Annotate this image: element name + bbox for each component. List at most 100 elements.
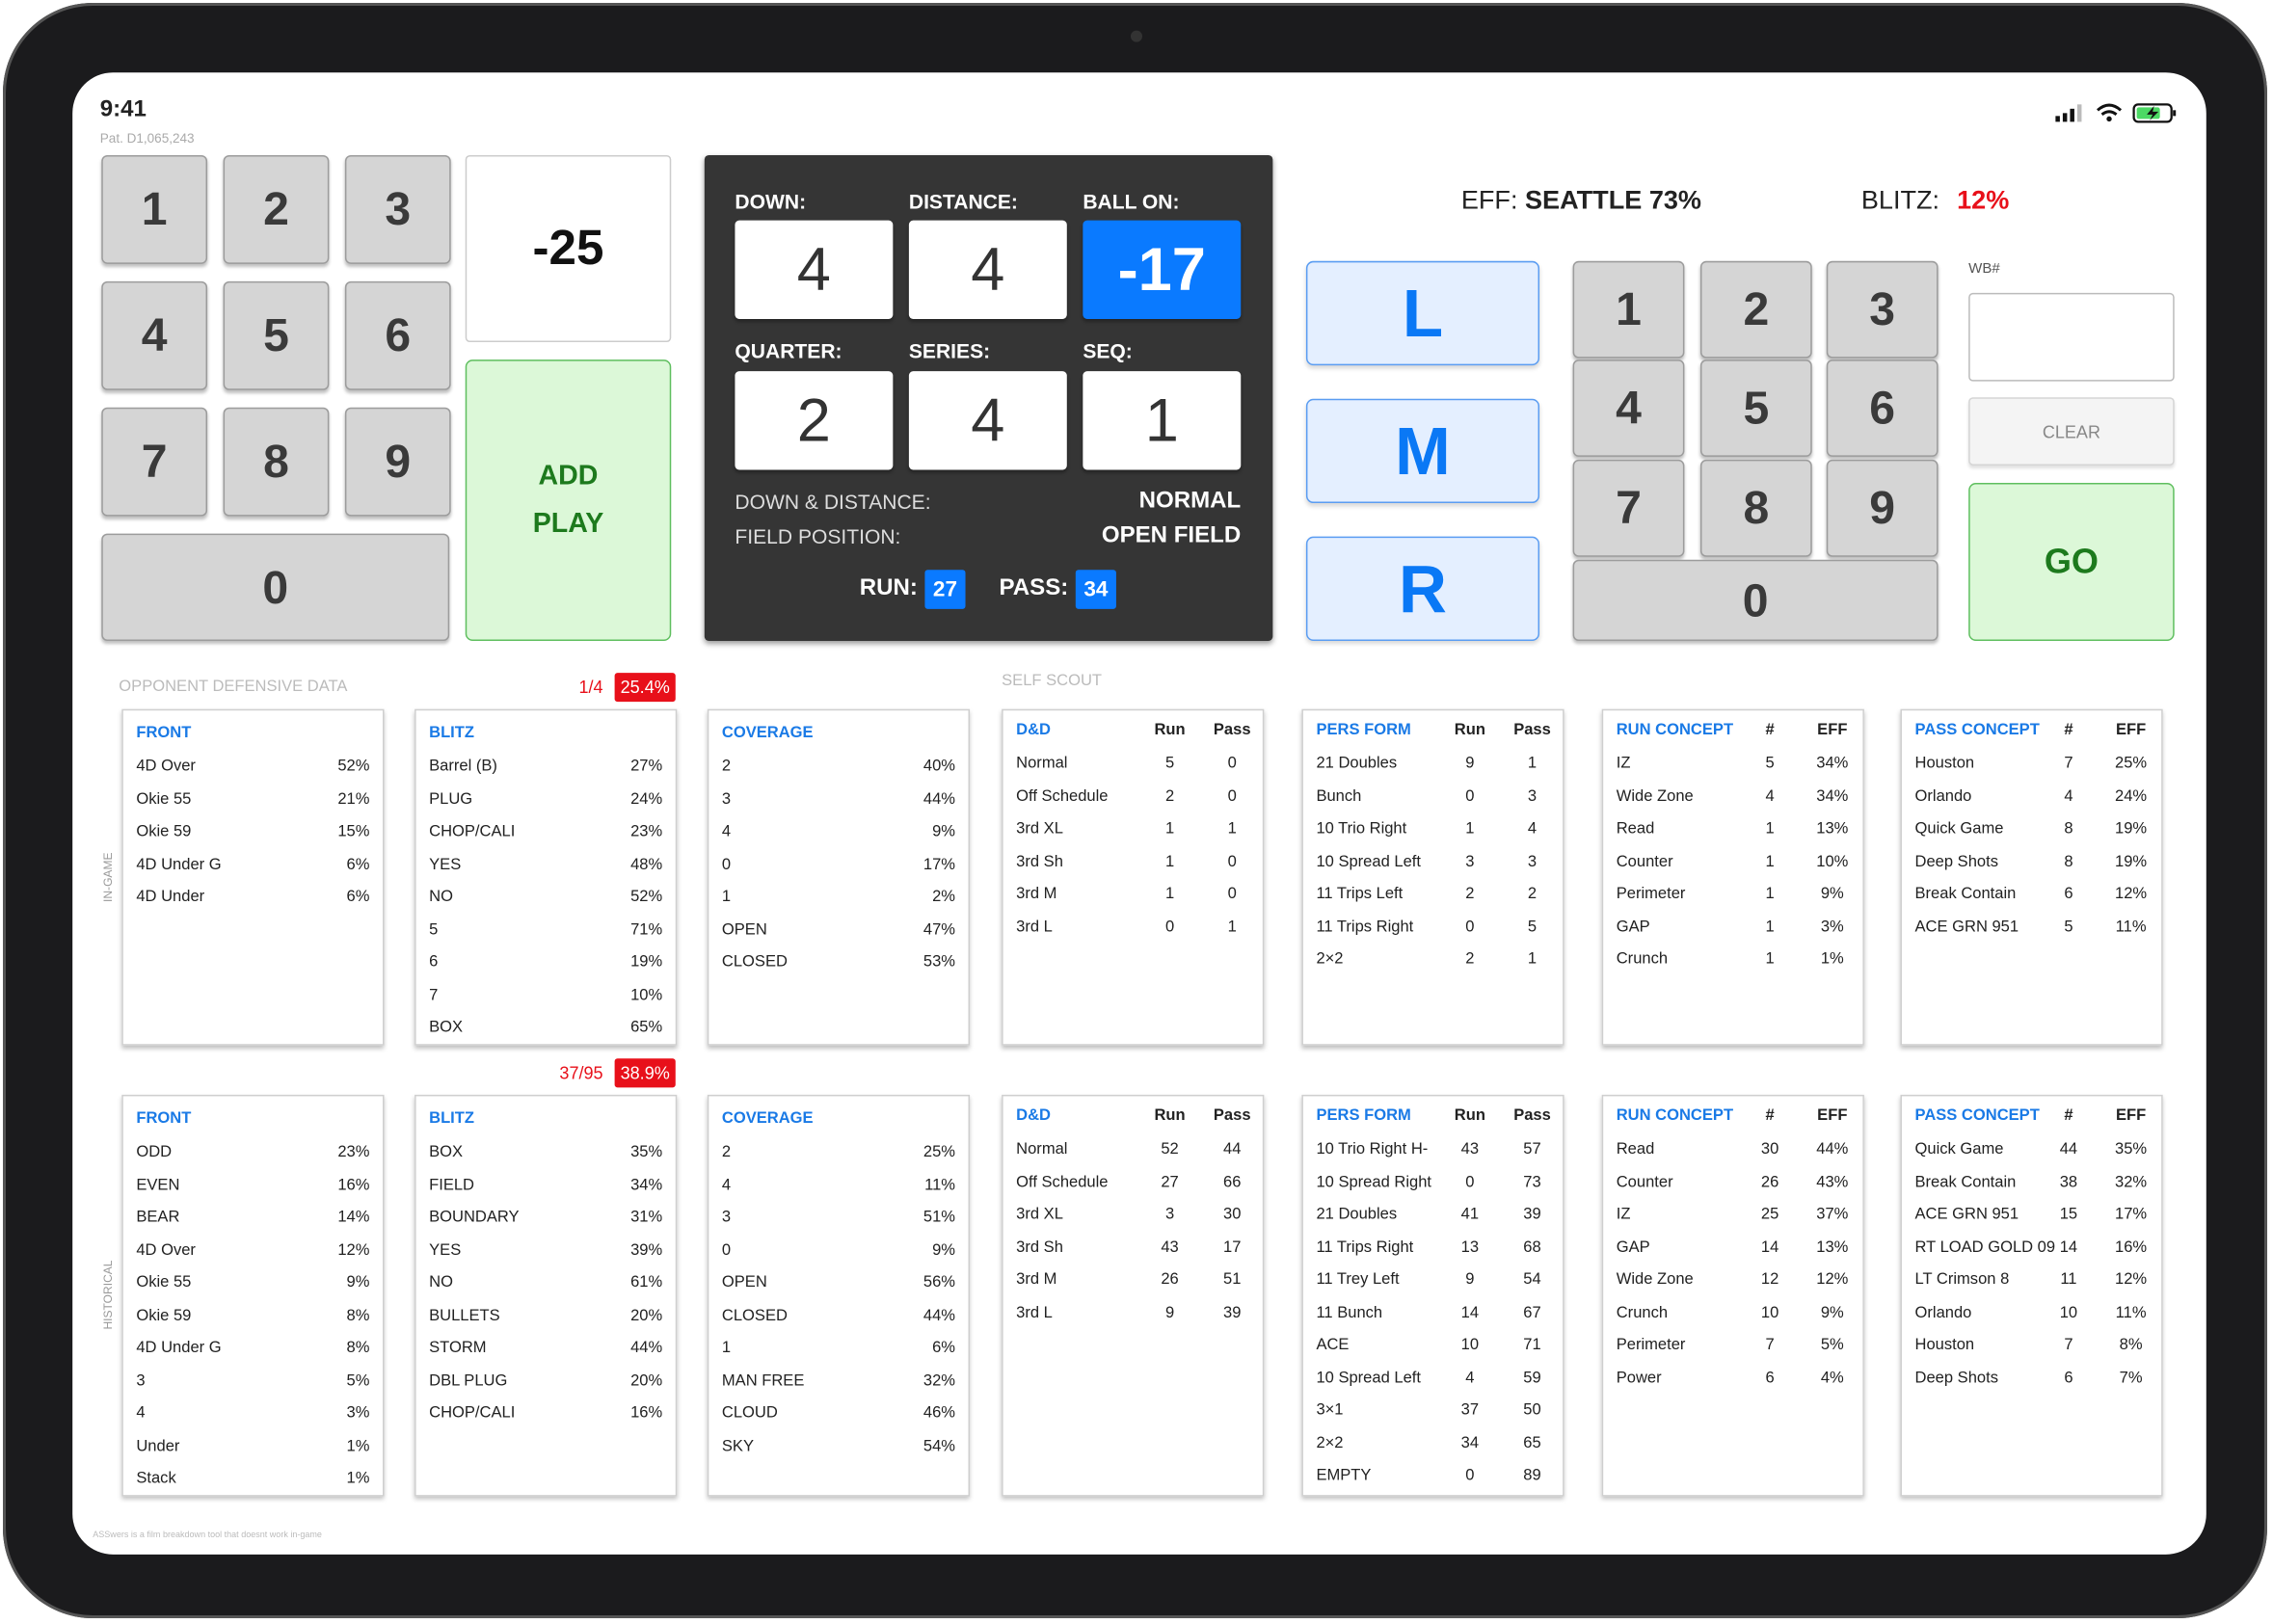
panel-cell: CHOP/CALI — [429, 822, 516, 840]
panel-cell: 39 — [1523, 1205, 1541, 1224]
panel-cell: Under — [136, 1436, 180, 1455]
panel-cell: 9% — [932, 1240, 956, 1259]
key[interactable]: 6 — [344, 280, 451, 390]
panel-cell: CHOP/CALI — [429, 1404, 516, 1423]
panel-cell: 34 — [1460, 1433, 1480, 1452]
panel-cell: 38 — [2059, 1173, 2078, 1191]
panel-header: # — [1765, 721, 1775, 739]
panel-cell: 44% — [1816, 1140, 1849, 1158]
go-button[interactable]: GO — [1968, 482, 2175, 641]
key[interactable]: 9 — [1826, 459, 1939, 557]
key[interactable]: 8 — [223, 407, 330, 517]
panel-cell: 11 Trey Left — [1316, 1270, 1400, 1289]
panel-cell: Stack — [136, 1469, 176, 1487]
panel-cell: STORM — [429, 1339, 487, 1357]
panel-cell: 1 — [1164, 885, 1175, 903]
panel-cell: EMPTY — [1316, 1466, 1372, 1484]
panel-cell: 3rd M — [1016, 1270, 1057, 1289]
key[interactable]: 4 — [1572, 359, 1685, 457]
panel-cell: 17% — [923, 855, 956, 873]
panel-header: # — [2064, 721, 2073, 739]
panel-cell: BOX — [429, 1018, 464, 1036]
panel-cell: 9% — [932, 822, 956, 840]
lmr-button[interactable]: M — [1305, 398, 1540, 504]
key[interactable]: 4 — [101, 280, 208, 390]
lmr-button[interactable]: R — [1305, 536, 1540, 641]
pass-badge: 34 — [1075, 570, 1116, 609]
panel-cell: CLOUD — [721, 1404, 778, 1423]
panel-cell: 3rd M — [1016, 885, 1057, 903]
key[interactable]: 0 — [101, 533, 450, 641]
panel-cell: 13% — [1816, 1238, 1849, 1256]
panel-cell: 7 — [2064, 1336, 2073, 1354]
panel-cell: Normal — [1016, 1140, 1068, 1158]
panel-cell: 16% — [630, 1404, 663, 1423]
panel-cell: 0 — [1465, 1466, 1475, 1484]
lmr-button[interactable]: L — [1305, 260, 1540, 366]
panel-cell: 8% — [346, 1306, 370, 1324]
footer-note: ASSwers is a film breakdown tool that do… — [93, 1531, 322, 1540]
panel-cell: 44% — [630, 1339, 663, 1357]
field-value: -17 — [1083, 220, 1242, 319]
key[interactable]: 2 — [1699, 260, 1812, 359]
key[interactable]: 0 — [1572, 559, 1939, 641]
data-panel — [414, 708, 678, 1046]
panel-cell: 10 Spread Left — [1316, 1369, 1421, 1387]
key[interactable]: 5 — [223, 280, 330, 390]
panel-cell: 1 — [1164, 852, 1175, 870]
panel-cell: 68 — [1523, 1238, 1541, 1256]
panel-cell: 4D Under G — [136, 1339, 222, 1357]
panel-cell: 21 Doubles — [1316, 755, 1398, 773]
panel-cell: 51% — [923, 1209, 956, 1227]
panel-cell: 52% — [630, 888, 663, 906]
blitz-value: 12% — [1957, 185, 2010, 215]
field-label: QUARTER: — [735, 339, 842, 363]
key[interactable]: 8 — [1699, 459, 1812, 557]
panel-header: PASS CONCEPT — [1914, 1106, 2040, 1125]
panel-cell: 32% — [2115, 1173, 2148, 1191]
panel-header: FRONT — [136, 724, 192, 742]
panel-header: COVERAGE — [721, 1109, 814, 1128]
key[interactable]: 7 — [1572, 459, 1685, 557]
panel-cell: 5 — [429, 920, 439, 939]
key[interactable]: 1 — [101, 154, 208, 264]
panel-cell: YES — [429, 855, 462, 873]
key[interactable]: 3 — [344, 154, 451, 264]
panel-cell: 3 — [721, 789, 732, 809]
panel-cell: 1 — [721, 1339, 732, 1357]
panel-cell: 2 — [1465, 885, 1475, 903]
key[interactable]: 2 — [223, 154, 330, 264]
panel-cell: 89 — [1523, 1466, 1541, 1484]
field-label: BALL ON: — [1083, 190, 1180, 214]
key[interactable]: 3 — [1826, 260, 1939, 359]
key[interactable]: 5 — [1699, 359, 1812, 457]
wb-input[interactable] — [1968, 292, 2175, 382]
panel-cell: Perimeter — [1616, 1336, 1686, 1354]
panel-cell: 3×1 — [1316, 1401, 1344, 1420]
panel-cell: 26 — [1760, 1173, 1779, 1191]
panel-cell: FIELD — [429, 1176, 475, 1194]
panel-cell: 71 — [1523, 1336, 1541, 1354]
panel-cell: NO — [429, 1273, 453, 1291]
panel-cell: Perimeter — [1616, 885, 1686, 903]
add-play-button[interactable]: ADD PLAY — [465, 359, 672, 641]
field-value: 4 — [908, 371, 1067, 470]
key[interactable]: 6 — [1826, 359, 1939, 457]
panel-cell: 3rd XL — [1016, 1205, 1063, 1224]
panel-cell: 4D Under — [136, 888, 205, 906]
key[interactable]: 7 — [101, 407, 208, 517]
clear-button[interactable]: CLEAR — [1968, 397, 2175, 466]
row-label: IN-GAME — [101, 852, 115, 902]
panel-cell: 66 — [1223, 1173, 1242, 1191]
panel-cell: Quick Game — [1914, 1140, 2004, 1158]
panel-cell: 43% — [1816, 1173, 1849, 1191]
panel-cell: SKY — [721, 1436, 754, 1455]
panel-cell: 35% — [630, 1143, 663, 1161]
panel-cell: 1 — [1227, 918, 1237, 936]
key[interactable]: 1 — [1572, 260, 1685, 359]
panel-cell: 0 — [1465, 1173, 1475, 1191]
key[interactable]: 9 — [344, 407, 451, 517]
panel-cell: 0 — [721, 1240, 732, 1259]
panel-cell: NO — [429, 888, 453, 906]
